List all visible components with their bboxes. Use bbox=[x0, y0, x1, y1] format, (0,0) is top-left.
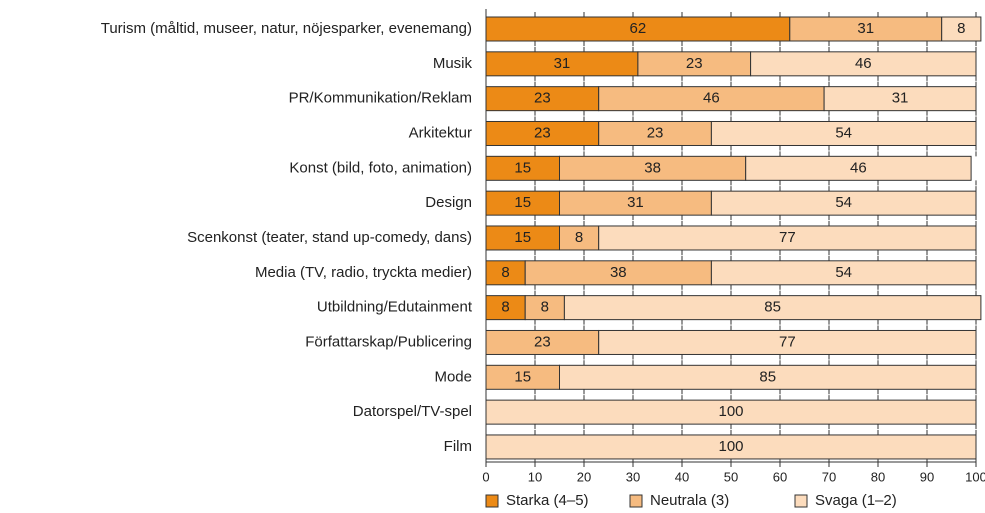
bar-segment bbox=[598, 86, 825, 112]
x-tick-label: 0 bbox=[482, 469, 489, 484]
y-tick-label: PR/Kommunikation/Reklam bbox=[289, 90, 472, 107]
bar-segment bbox=[485, 260, 526, 286]
bar-segment bbox=[524, 260, 712, 286]
legend-swatch bbox=[629, 494, 643, 508]
bar-segment bbox=[485, 120, 600, 146]
y-tick-label: Musik bbox=[433, 55, 473, 72]
y-tick-label: Turism (måltid, museer, natur, nöjespark… bbox=[101, 20, 472, 37]
data-label: 23 bbox=[534, 124, 551, 141]
y-tick-label: Film bbox=[444, 438, 472, 455]
bar-segment bbox=[745, 155, 972, 181]
data-label: 85 bbox=[764, 299, 781, 316]
bar-segment bbox=[485, 155, 560, 181]
bar-segment bbox=[559, 364, 977, 390]
legend-label: Neutrala (3) bbox=[650, 492, 729, 509]
data-label: 46 bbox=[703, 90, 720, 107]
bar-segment bbox=[559, 225, 600, 251]
data-label: 31 bbox=[892, 90, 909, 107]
bar-segment bbox=[485, 225, 560, 251]
data-label: 8 bbox=[575, 229, 583, 246]
x-tick-label: 50 bbox=[724, 469, 738, 484]
bar-segment bbox=[598, 329, 977, 355]
data-label: 31 bbox=[857, 20, 874, 37]
data-label: 8 bbox=[501, 299, 509, 316]
data-label: 54 bbox=[835, 264, 852, 281]
bar-segment bbox=[485, 434, 977, 460]
data-label: 54 bbox=[835, 194, 852, 211]
y-tick-label: Design bbox=[425, 194, 472, 211]
data-label: 23 bbox=[534, 90, 551, 107]
data-label: 77 bbox=[779, 333, 796, 350]
bar-segment bbox=[710, 120, 977, 146]
bar-segment bbox=[563, 295, 982, 321]
bar-segment bbox=[559, 190, 712, 216]
bar-segment bbox=[559, 155, 747, 181]
data-label: 31 bbox=[627, 194, 644, 211]
data-label: 8 bbox=[541, 299, 549, 316]
data-label: 77 bbox=[779, 229, 796, 246]
x-tick-label: 90 bbox=[920, 469, 934, 484]
bar-segment bbox=[485, 399, 977, 425]
legend-swatch bbox=[794, 494, 808, 508]
data-label: 85 bbox=[759, 368, 776, 385]
x-tick-label: 10 bbox=[528, 469, 542, 484]
bar-segment bbox=[823, 86, 977, 112]
data-label: 38 bbox=[644, 159, 661, 176]
data-label: 38 bbox=[610, 264, 627, 281]
bar-segment bbox=[485, 190, 560, 216]
y-tick-label: Arkitektur bbox=[409, 124, 472, 141]
bar-segment bbox=[637, 51, 752, 77]
bar-segment bbox=[941, 16, 982, 42]
x-tick-label: 60 bbox=[773, 469, 787, 484]
data-label: 8 bbox=[957, 20, 965, 37]
bar-segment bbox=[524, 295, 565, 321]
bar-segment bbox=[485, 364, 560, 390]
data-label: 15 bbox=[514, 368, 531, 385]
x-tick-label: 80 bbox=[871, 469, 885, 484]
data-label: 15 bbox=[514, 159, 531, 176]
y-tick-label: Utbildning/Edutainment bbox=[317, 299, 473, 316]
bar-segment bbox=[485, 51, 639, 77]
data-label: 100 bbox=[718, 438, 743, 455]
data-label: 100 bbox=[718, 403, 743, 420]
bar-segment bbox=[485, 295, 526, 321]
y-tick-label: Konst (bild, foto, animation) bbox=[289, 159, 472, 176]
y-tick-label: Scenkonst (teater, stand up-comedy, dans… bbox=[187, 229, 472, 246]
data-label: 23 bbox=[534, 333, 551, 350]
x-tick-label: 100 bbox=[965, 469, 985, 484]
data-label: 8 bbox=[501, 264, 509, 281]
data-label: 46 bbox=[850, 159, 867, 176]
data-label: 54 bbox=[835, 124, 852, 141]
legend-label: Svaga (1–2) bbox=[815, 492, 897, 509]
data-label: 31 bbox=[554, 55, 571, 72]
data-label: 15 bbox=[514, 194, 531, 211]
bar-segment bbox=[485, 329, 600, 355]
y-tick-label: Författarskap/Publicering bbox=[305, 333, 472, 350]
data-label: 23 bbox=[647, 124, 664, 141]
data-label: 15 bbox=[514, 229, 531, 246]
x-tick-label: 30 bbox=[626, 469, 640, 484]
data-label: 23 bbox=[686, 55, 703, 72]
data-label: 46 bbox=[855, 55, 872, 72]
x-tick-label: 20 bbox=[577, 469, 591, 484]
y-tick-label: Mode bbox=[434, 368, 472, 385]
x-tick-label: 70 bbox=[822, 469, 836, 484]
bar-segment bbox=[710, 190, 977, 216]
x-tick-label: 40 bbox=[675, 469, 689, 484]
data-label: 62 bbox=[630, 20, 647, 37]
y-tick-label: Media (TV, radio, tryckta medier) bbox=[255, 264, 472, 281]
bar-segment bbox=[598, 225, 977, 251]
bar-segment bbox=[485, 86, 600, 112]
bar-segment bbox=[750, 51, 977, 77]
legend-swatch bbox=[485, 494, 499, 508]
bar-segment bbox=[485, 16, 791, 42]
y-tick-label: Datorspel/TV-spel bbox=[353, 403, 472, 420]
legend-label: Starka (4–5) bbox=[506, 492, 589, 509]
bar-segment bbox=[710, 260, 977, 286]
